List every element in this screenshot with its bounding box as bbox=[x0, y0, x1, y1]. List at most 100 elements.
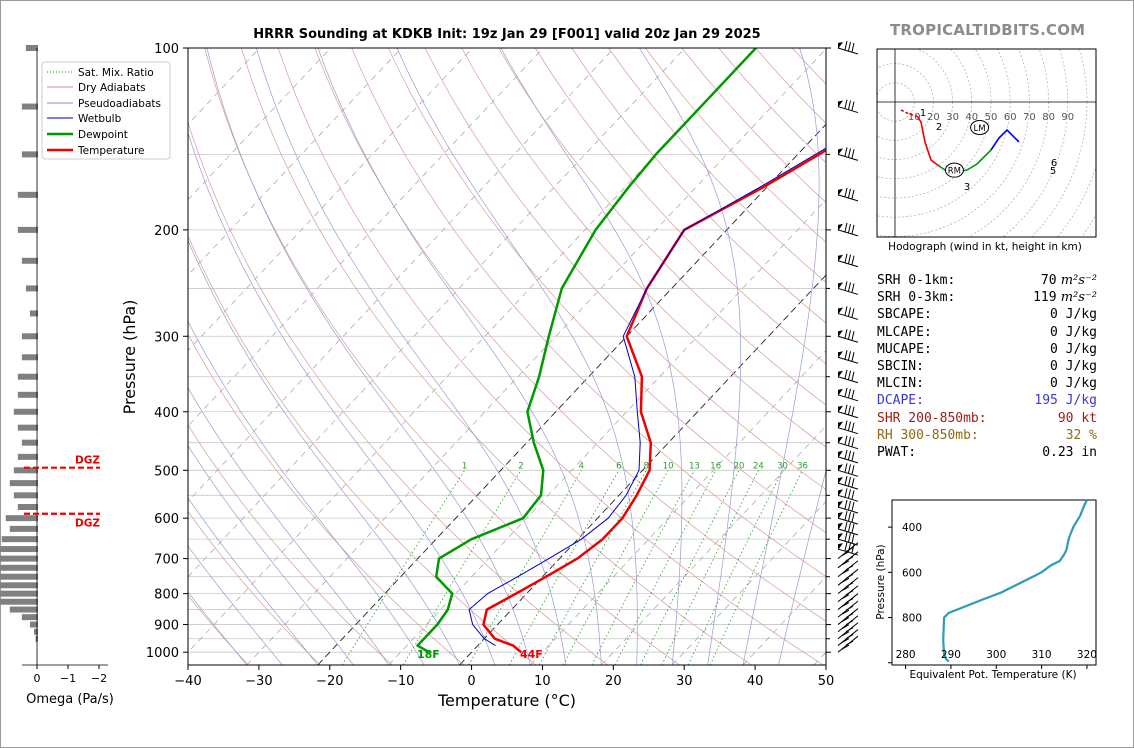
index-row: MUCAPE: 0 J/kg bbox=[877, 341, 1097, 358]
y-tick-label: 300 bbox=[154, 330, 179, 345]
index-value: 0 J/kg bbox=[1050, 324, 1097, 340]
mixing-ratio-line bbox=[538, 470, 647, 665]
wind-barb bbox=[837, 404, 859, 419]
legend-pseudoadiabats: Pseudoadiabats bbox=[78, 98, 161, 110]
hodograph-ring-label: 30 bbox=[946, 112, 959, 123]
mixing-ratio-label: 36 bbox=[797, 461, 808, 471]
hodograph-ring-label: 50 bbox=[985, 112, 998, 123]
omega-bar bbox=[29, 310, 38, 317]
omega-bar bbox=[25, 45, 38, 51]
index-value: 90 kt bbox=[1057, 410, 1097, 426]
theta-e-panel: 280 290 300 310 320 400 600 800 Equivalent Pot.… bbox=[875, 499, 1097, 681]
wind-barb bbox=[837, 369, 859, 384]
index-row: RH 300-850mb: 32 % bbox=[877, 427, 1097, 444]
index-row: PWAT: 0.23 in bbox=[877, 444, 1097, 461]
index-row: DCAPE: 195 J/kg bbox=[877, 392, 1097, 409]
omega-bar bbox=[17, 453, 38, 460]
isotherm-line bbox=[188, 48, 615, 502]
mixing-ratio-label: 8 bbox=[644, 461, 649, 471]
dry-adiabat bbox=[277, 48, 824, 665]
rm-marker bbox=[944, 162, 964, 178]
mixing-ratio-line bbox=[614, 470, 717, 665]
mixing-ratio-label: 16 bbox=[710, 461, 721, 471]
skewt-frame bbox=[187, 47, 827, 666]
wind-barb bbox=[837, 99, 859, 114]
index-row: SRH 0-3km: 119 m²s⁻² bbox=[877, 289, 1097, 306]
index-row: SRH 0-1km: 70 m²s⁻² bbox=[877, 272, 1097, 289]
pseudoadiabat bbox=[396, 48, 638, 665]
wind-barb bbox=[837, 577, 859, 595]
omega-bar bbox=[9, 480, 38, 487]
mixing-ratio-label: 1 bbox=[462, 461, 467, 471]
dry-adiabat bbox=[424, 48, 826, 490]
y-tick-label: 400 bbox=[154, 406, 179, 421]
omega-bar bbox=[21, 354, 38, 361]
index-label: DCAPE: bbox=[877, 393, 924, 409]
omega-tick-label: −2 bbox=[91, 672, 107, 685]
pseudoadiabat bbox=[500, 48, 683, 665]
isotherm-line bbox=[459, 274, 826, 665]
omega-bar bbox=[21, 103, 38, 110]
theta-e-ylabel: Pressure (hPa) bbox=[875, 544, 887, 619]
mixing-ratio-label: 24 bbox=[753, 461, 764, 471]
wind-barb bbox=[837, 187, 859, 202]
wind-barb bbox=[837, 329, 859, 343]
wind-barb bbox=[837, 608, 859, 625]
omega-bar bbox=[25, 285, 38, 292]
omega-bar bbox=[0, 564, 38, 571]
mixing-ratio-label: 10 bbox=[663, 461, 674, 471]
index-value: 195 J/kg bbox=[1034, 393, 1097, 409]
dry-adiabat bbox=[188, 424, 393, 665]
dry-adiabat bbox=[314, 48, 826, 622]
x-tick-label: 20 bbox=[605, 674, 622, 689]
theta-e-x-tick-label: 310 bbox=[1032, 649, 1052, 661]
mixing-ratio-label: 4 bbox=[579, 461, 584, 471]
dgz-label: DGZ bbox=[75, 455, 100, 467]
x-tick-label: −20 bbox=[316, 674, 343, 689]
wind-barb bbox=[837, 521, 859, 536]
dry-adiabat bbox=[498, 48, 826, 406]
hodograph-caption: Hodograph (wind in kt, height in km) bbox=[888, 241, 1082, 253]
index-value: 119 m²s⁻² bbox=[1033, 290, 1097, 306]
wind-barb bbox=[837, 568, 859, 586]
omega-bar bbox=[21, 333, 38, 340]
omega-bar bbox=[0, 573, 38, 580]
omega-bar bbox=[17, 373, 38, 380]
y-tick-label: 200 bbox=[154, 224, 179, 239]
mixing-ratio-label: 6 bbox=[616, 461, 621, 471]
hodograph-segment bbox=[900, 109, 918, 117]
index-label: RH 300-850mb: bbox=[877, 427, 979, 443]
index-label: MLCIN: bbox=[877, 376, 924, 392]
lm-label: LM bbox=[974, 124, 986, 134]
x-tick-label: 40 bbox=[747, 674, 764, 689]
wind-barb bbox=[837, 253, 859, 268]
wind-barb bbox=[837, 306, 859, 320]
dry-adiabat bbox=[351, 48, 826, 577]
omega-bar bbox=[13, 467, 38, 474]
omega-bar bbox=[9, 606, 38, 613]
wind-barb bbox=[837, 281, 859, 295]
omega-bar bbox=[13, 408, 38, 415]
pseudoadiabat bbox=[188, 387, 389, 665]
omega-bar bbox=[21, 614, 38, 621]
lm-marker bbox=[970, 120, 990, 135]
omega-panel: 0 −1 −2 DGZ DGZ Omega (Pa/s) bbox=[0, 45, 114, 707]
wetbulb-line bbox=[468, 147, 826, 647]
y-tick-label: 100 bbox=[154, 42, 179, 57]
dry-adiabat bbox=[387, 48, 826, 534]
x-tick-label: −40 bbox=[174, 674, 201, 689]
wind-barb bbox=[837, 222, 859, 237]
skewt-xlabel: Temperature (°C) bbox=[437, 691, 576, 710]
legend: Sat. Mix. Ratio Dry Adiabats Pseudoadiab… bbox=[41, 61, 171, 160]
wind-barb bbox=[837, 476, 859, 490]
theta-e-y-tick-label: 600 bbox=[902, 567, 922, 579]
wind-barb bbox=[837, 622, 859, 640]
chart-title: HRRR Sounding at KDKB Init: 19z Jan 29 [… bbox=[253, 27, 761, 42]
mixing-ratio-line bbox=[508, 470, 620, 665]
hodograph-segment bbox=[990, 128, 1020, 151]
y-tick-label: 600 bbox=[154, 512, 179, 527]
hodograph-height-label: 3 bbox=[964, 182, 970, 193]
isotherm-line bbox=[188, 48, 686, 578]
index-row: SBCIN: 0 J/kg bbox=[877, 358, 1097, 375]
omega-xlabel: Omega (Pa/s) bbox=[26, 692, 114, 707]
